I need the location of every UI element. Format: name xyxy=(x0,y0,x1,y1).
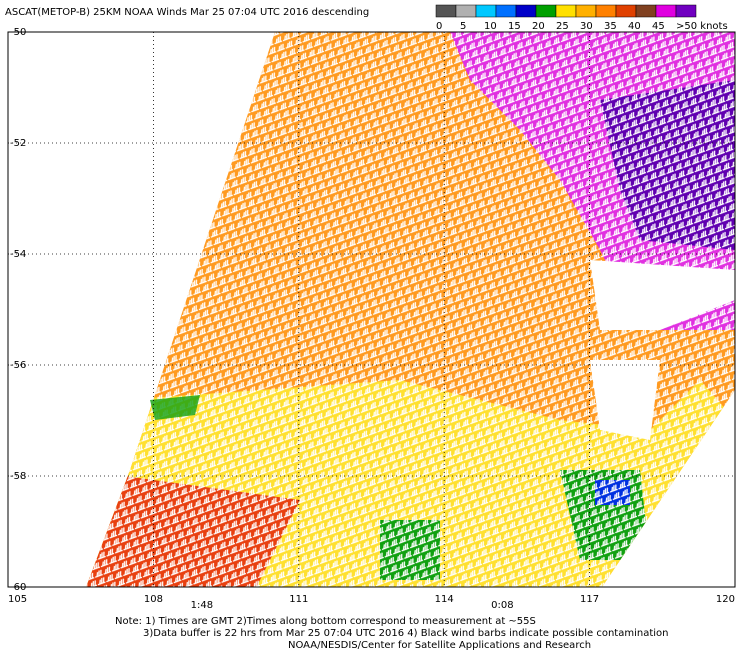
legend-swatch xyxy=(475,4,497,18)
legend-swatch xyxy=(655,4,677,18)
legend-label: 0 xyxy=(436,21,442,32)
lon-label: 114 xyxy=(435,594,454,605)
lat-label: -60 xyxy=(10,582,26,593)
legend-label: 30 xyxy=(580,21,593,32)
lat-label: -50 xyxy=(10,27,26,38)
lon-label: 120 xyxy=(716,594,735,605)
note-line: 3)Data buffer is 22 hrs from Mar 25 07:0… xyxy=(143,628,668,639)
lon-label: 105 xyxy=(8,594,27,605)
lat-label: -54 xyxy=(10,249,26,260)
legend-label: 35 xyxy=(604,21,617,32)
legend-label: 20 xyxy=(532,21,545,32)
legend-swatch xyxy=(595,4,617,18)
legend-swatch xyxy=(455,4,477,18)
legend-label: >50 knots xyxy=(676,21,728,32)
lon-label: 108 xyxy=(144,594,163,605)
note-line: Note: 1) Times are GMT 2)Times along bot… xyxy=(115,616,536,627)
note-line: NOAA/NESDIS/Center for Satellite Applica… xyxy=(288,640,591,650)
time-label: 0:08 xyxy=(491,600,513,611)
legend-swatch xyxy=(635,4,657,18)
legend-label: 40 xyxy=(628,21,641,32)
legend-label: 25 xyxy=(556,21,569,32)
title: ASCAT(METOP-B) 25KM NOAA Winds Mar 25 07… xyxy=(5,7,369,18)
lat-label: -56 xyxy=(10,360,26,371)
legend-swatch xyxy=(615,4,637,18)
legend-swatch xyxy=(555,4,577,18)
legend-label: 5 xyxy=(460,21,466,32)
legend-swatch xyxy=(575,4,597,18)
legend-swatch xyxy=(515,4,537,18)
wind-swath xyxy=(85,32,735,587)
legend-label: 10 xyxy=(484,21,497,32)
legend-swatch xyxy=(495,4,517,18)
legend-label: 15 xyxy=(508,21,521,32)
lon-label: 111 xyxy=(289,594,308,605)
lon-label: 117 xyxy=(580,594,599,605)
legend-swatch xyxy=(675,4,697,18)
map-frame xyxy=(7,31,736,588)
lat-label: -52 xyxy=(10,138,26,149)
legend-swatch xyxy=(435,4,457,18)
legend-swatch xyxy=(535,4,557,18)
legend-label: 45 xyxy=(652,21,665,32)
lat-label: -58 xyxy=(10,471,26,482)
time-label: 1:48 xyxy=(191,600,213,611)
